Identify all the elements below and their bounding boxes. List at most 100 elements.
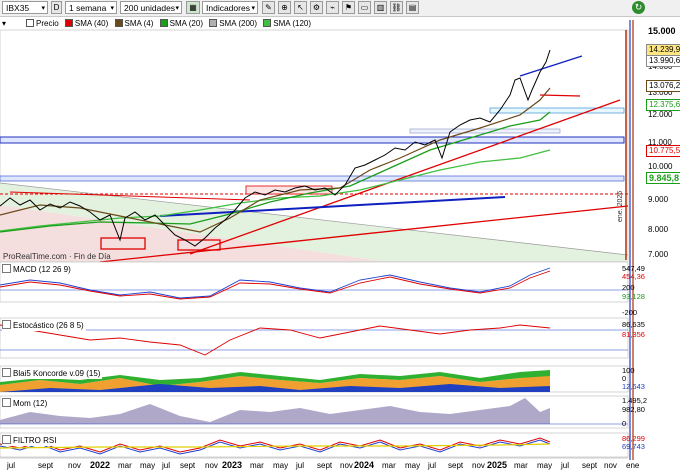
draw-tool-icon[interactable]: ✎ bbox=[262, 1, 275, 14]
macd-panel bbox=[0, 261, 629, 303]
y-tick: 13.000 bbox=[648, 88, 673, 97]
filtro-yellow bbox=[0, 443, 551, 449]
price-line bbox=[0, 49, 551, 247]
collapse-icon[interactable]: ▾ bbox=[2, 19, 7, 28]
sma120-tag: 9.845,8 bbox=[646, 172, 680, 184]
filtro-title[interactable]: FILTRO RSI bbox=[2, 435, 59, 446]
blai5-green bbox=[0, 370, 550, 386]
x-tick: jul bbox=[7, 461, 16, 470]
red-channel bbox=[0, 205, 380, 261]
x-tick-year: 2023 bbox=[222, 460, 243, 470]
legend-sma40[interactable]: SMA (40) bbox=[64, 18, 108, 29]
legend-price[interactable]: Precio bbox=[26, 18, 59, 29]
x-tick: may bbox=[140, 461, 156, 470]
build-icon[interactable]: ▦ bbox=[186, 1, 200, 14]
macd-label: -200 bbox=[622, 308, 638, 317]
x-tick: sept bbox=[448, 461, 464, 470]
high-tag: 13.990,65 bbox=[646, 55, 680, 67]
filtro-label: 86,299 bbox=[622, 434, 645, 443]
y-tick: 8.000 bbox=[648, 225, 669, 234]
panel-collapse-icon[interactable] bbox=[2, 368, 11, 377]
d-button[interactable]: D bbox=[51, 1, 62, 14]
blai5-label: 100 bbox=[622, 366, 635, 375]
vertical-date-label: ene. 2026 bbox=[617, 190, 624, 222]
period-select[interactable]: 1 semana ▾ bbox=[65, 1, 117, 14]
source-text: ProRealTime.com · Fin de Día bbox=[3, 252, 111, 261]
x-tick: nov bbox=[205, 461, 218, 470]
macd-title[interactable]: MACD (12 26 9) bbox=[2, 264, 73, 275]
trend-red-lower bbox=[99, 205, 629, 263]
sma40-tag: 10.775,56 bbox=[646, 145, 680, 157]
panel-collapse-icon[interactable] bbox=[2, 398, 11, 407]
y-tick: 10.000 bbox=[648, 162, 673, 171]
y-tick: 7.000 bbox=[648, 250, 669, 259]
legend: Precio SMA (40) SMA (4) SMA (20) SMA (20… bbox=[26, 18, 315, 29]
mom-label: 1.495,2 bbox=[622, 396, 648, 405]
x-tick: may bbox=[537, 461, 553, 470]
macd-label: 547,49 bbox=[622, 264, 645, 273]
screen-icon[interactable]: ▭ bbox=[358, 1, 371, 14]
panel-collapse-icon[interactable] bbox=[2, 264, 11, 273]
mom-title[interactable]: Mom (12) bbox=[2, 398, 50, 409]
macd-line bbox=[0, 267, 551, 299]
trend-red-top bbox=[9, 191, 251, 201]
stoch-label: 81,356 bbox=[622, 330, 645, 339]
zoom-icon[interactable]: ⊕ bbox=[278, 1, 291, 14]
x-tick-year: 2022 bbox=[90, 460, 111, 470]
period-value: 1 semana bbox=[69, 3, 107, 13]
legend-sma20[interactable]: SMA (20) bbox=[159, 18, 203, 29]
y-tick: 11.000 bbox=[648, 138, 672, 147]
x-tick-year: 2024 bbox=[354, 460, 375, 470]
toolbar: IBX35 ▾ D 1 semana ▾ 200 unidades ▾ ▦ In… bbox=[0, 0, 680, 17]
blai5-blue bbox=[0, 384, 550, 392]
alert-icon[interactable]: ⚑ bbox=[342, 1, 355, 14]
symbol-select[interactable]: IBX35 ▾ bbox=[2, 1, 48, 14]
indicators-button[interactable]: Indicadores ▾ bbox=[202, 1, 258, 14]
x-tick: mar bbox=[382, 461, 396, 470]
mom-label: 982,80 bbox=[622, 405, 645, 414]
chevron-down-icon: ▾ bbox=[251, 5, 255, 12]
save-icon[interactable]: ▤ bbox=[406, 1, 419, 14]
refresh-icon[interactable]: ↻ bbox=[632, 1, 645, 14]
x-tick: ene bbox=[626, 461, 640, 470]
symbol-value: IBX35 bbox=[6, 3, 30, 13]
layout-icon[interactable]: ▥ bbox=[374, 1, 387, 14]
y-tick: 9.000 bbox=[648, 195, 669, 204]
sma4-tag: 13.076,22 bbox=[646, 80, 680, 92]
stoch-title[interactable]: Estocástico (26 8 5) bbox=[2, 320, 86, 331]
units-select[interactable]: 200 unidades ▾ bbox=[120, 1, 182, 14]
x-tick: mar bbox=[514, 461, 528, 470]
blai5-title[interactable]: Blai5 Koncorde v.09 (15) bbox=[2, 368, 103, 379]
y-tick: 12.000 bbox=[648, 110, 673, 119]
panel-collapse-icon[interactable] bbox=[2, 320, 11, 329]
green-channel bbox=[0, 183, 628, 261]
cursor-icon[interactable]: ↖ bbox=[294, 1, 307, 14]
legend-sma120[interactable]: SMA (120) bbox=[263, 18, 311, 29]
macd-label: 454,36 bbox=[622, 272, 645, 281]
stoch-panel bbox=[0, 317, 629, 359]
macd-label: 93,128 bbox=[622, 292, 645, 301]
x-tick: sept bbox=[180, 461, 196, 470]
stoch-label: 86,635 bbox=[622, 320, 645, 329]
sma4-line bbox=[0, 87, 551, 233]
y-tick: 15.000 bbox=[648, 26, 676, 36]
link-icon[interactable]: ⛓ bbox=[390, 1, 403, 14]
settings-icon[interactable]: ⚙ bbox=[310, 1, 323, 14]
red-box-2 bbox=[177, 239, 221, 251]
legend-sma200[interactable]: SMA (200) bbox=[209, 18, 257, 29]
legend-sma4[interactable]: SMA (4) bbox=[114, 18, 153, 29]
mom-label: 0 bbox=[622, 419, 627, 428]
resistance-band bbox=[0, 136, 625, 144]
indicator-icon[interactable]: ⌁ bbox=[326, 1, 339, 14]
panel-collapse-icon[interactable] bbox=[2, 435, 11, 444]
x-tick: may bbox=[273, 461, 289, 470]
x-tick: nov bbox=[604, 461, 617, 470]
sma20-tag: 12.375,64 bbox=[646, 99, 680, 111]
x-tick: sept bbox=[317, 461, 333, 470]
stoch-k bbox=[0, 324, 551, 356]
x-tick: sept bbox=[582, 461, 598, 470]
x-tick-year: 2025 bbox=[487, 460, 508, 470]
red-box-1 bbox=[100, 237, 146, 250]
indicators-label: Indicadores bbox=[206, 3, 250, 13]
